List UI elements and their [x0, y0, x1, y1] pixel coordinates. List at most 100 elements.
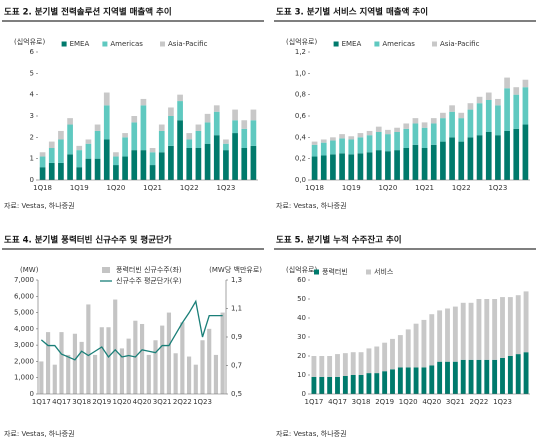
bar	[413, 367, 419, 394]
bar	[421, 367, 427, 394]
bar	[76, 145, 83, 151]
bar	[412, 123, 419, 145]
bar	[213, 105, 220, 112]
x-tick-label: 1Q20	[106, 184, 125, 192]
bar	[394, 127, 400, 132]
bar	[311, 156, 318, 180]
bar	[213, 135, 220, 180]
y-tick-label: 2,000	[14, 357, 34, 365]
bar	[94, 130, 101, 159]
bar	[168, 145, 174, 180]
y-tick-label: 7,000	[14, 276, 34, 284]
bar	[85, 143, 92, 159]
x-tick-label: 4Q17	[328, 398, 347, 406]
bar	[468, 302, 474, 360]
bar	[385, 151, 391, 180]
bar	[440, 118, 446, 142]
bar	[335, 354, 340, 377]
y-tick-label: 3,000	[14, 341, 34, 349]
legend-swatch	[333, 41, 339, 47]
bar	[492, 359, 498, 394]
bar	[311, 141, 318, 145]
x-tick-label: 3Q18	[72, 398, 91, 406]
bar	[232, 109, 238, 121]
bar	[507, 356, 513, 394]
y-tick-label: 5,000	[14, 309, 34, 317]
bar	[67, 118, 73, 125]
bar	[103, 105, 110, 140]
unit-label: (십억유로)	[286, 265, 317, 274]
bar	[94, 158, 101, 180]
bar	[113, 299, 118, 394]
bar	[139, 323, 145, 394]
bar	[67, 124, 73, 155]
x-tick-label: 1Q20	[112, 398, 131, 406]
bar	[394, 132, 400, 151]
bar	[106, 327, 111, 394]
bar	[39, 167, 46, 180]
bar	[94, 124, 101, 131]
bar	[382, 342, 388, 372]
bar	[421, 319, 427, 368]
bar	[153, 340, 158, 394]
y-tick-label: 1,000	[14, 374, 34, 382]
bar	[458, 118, 465, 142]
bar	[449, 111, 455, 138]
chart-title: 도표 2. 분기별 전력솔루션 지역별 매출액 추이	[4, 7, 172, 18]
bar	[67, 154, 73, 180]
bar	[375, 126, 382, 132]
bar	[207, 328, 212, 394]
x-tick-label: 1Q22	[180, 184, 199, 192]
bar	[168, 107, 174, 116]
bar	[193, 364, 198, 394]
bar	[366, 348, 372, 374]
y-tick-label: 10	[297, 371, 306, 379]
bar	[492, 299, 498, 360]
bar	[131, 122, 138, 151]
bar	[421, 148, 428, 180]
unit-label-right: (MW당 백만유로)	[209, 265, 262, 274]
bar	[445, 308, 450, 362]
x-tick-label: 4Q20	[422, 398, 441, 406]
y-tick-label: 1	[30, 155, 34, 163]
bar	[140, 150, 147, 180]
bar	[485, 100, 492, 132]
bar	[452, 306, 458, 362]
bar	[421, 127, 428, 148]
bar	[495, 98, 501, 106]
bar	[390, 338, 395, 370]
bar	[522, 79, 529, 88]
legend-swatch	[374, 41, 380, 47]
bar	[48, 162, 55, 180]
bar	[339, 138, 345, 154]
bar	[421, 122, 428, 128]
legend-swatch	[432, 41, 437, 47]
y-tick-label: 50	[297, 295, 306, 303]
y2-tick-label: 0,9	[231, 333, 242, 341]
bar	[113, 156, 119, 166]
y-tick-label: 60	[297, 276, 306, 284]
bar	[513, 87, 520, 95]
bar	[440, 141, 446, 180]
bar	[522, 87, 529, 125]
bar	[177, 120, 183, 180]
bar	[195, 130, 202, 148]
chart-panel: 도표 2. 분기별 전력솔루션 지역별 매출액 추이 (십억유로) 자료: Vest…	[2, 7, 264, 210]
x-tick-label: 1Q21	[143, 184, 162, 192]
bar	[39, 156, 46, 168]
bar	[149, 148, 156, 153]
bar	[232, 120, 238, 134]
bar	[45, 332, 51, 394]
bar	[403, 128, 410, 148]
bar	[357, 153, 364, 180]
bar	[390, 369, 395, 394]
bar	[449, 105, 455, 112]
bar	[476, 135, 483, 180]
y-tick-label: 0	[30, 176, 34, 184]
bar	[232, 133, 238, 180]
bar	[158, 130, 165, 153]
bar	[412, 118, 419, 124]
bar	[186, 148, 193, 180]
bar	[113, 152, 119, 157]
